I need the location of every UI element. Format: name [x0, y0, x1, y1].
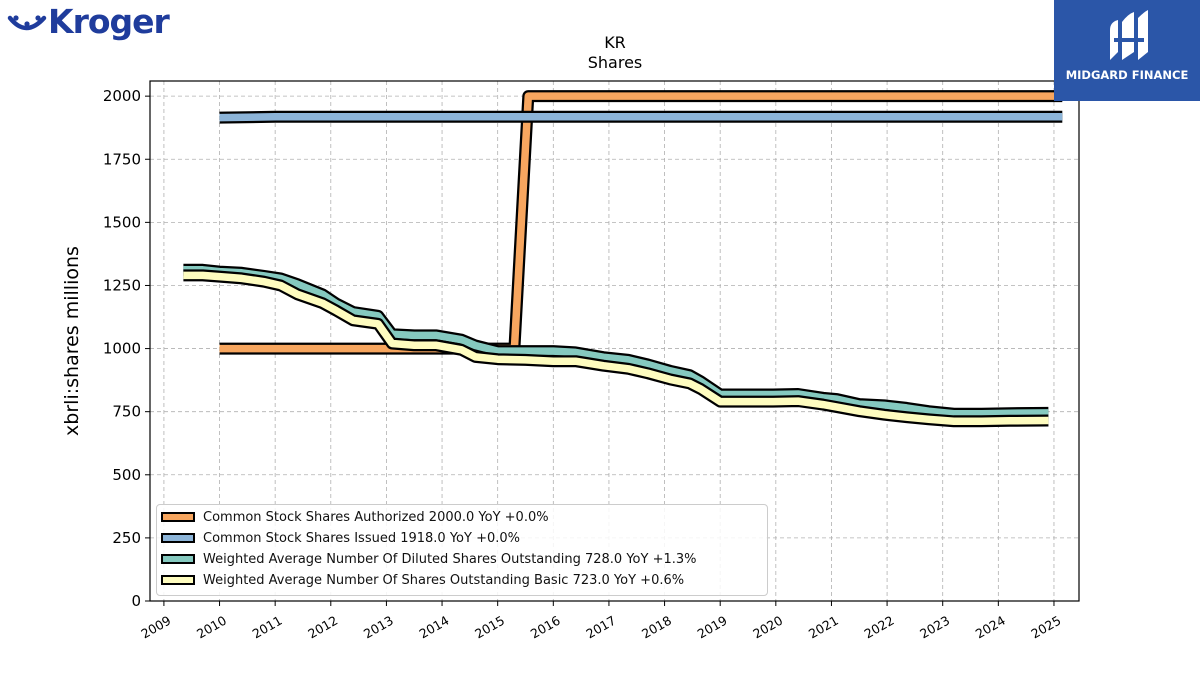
x-tick-label: 2018 — [639, 613, 674, 642]
x-tick-label: 2011 — [250, 613, 285, 642]
legend-swatch-issued — [161, 533, 195, 543]
legend-item-issued: Common Stock Shares Issued 1918.0 YoY +0… — [161, 529, 520, 547]
series-basic — [183, 269, 1049, 428]
x-tick-label: 2021 — [806, 613, 841, 642]
x-tick-label: 2016 — [528, 613, 563, 642]
x-tick-label: 2017 — [583, 613, 618, 642]
legend: Common Stock Shares Authorized 2000.0 Yo… — [156, 504, 768, 596]
legend-swatch-basic — [161, 575, 195, 585]
x-tick-label: 2010 — [194, 613, 229, 642]
grid — [150, 81, 1079, 602]
legend-swatch-diluted — [161, 554, 195, 564]
x-tick-label: 2022 — [862, 613, 897, 642]
series-layer — [183, 90, 1063, 428]
x-tick-label: 2013 — [361, 613, 396, 642]
legend-swatch-authorized — [161, 512, 195, 522]
x-tick-label: 2012 — [305, 613, 340, 642]
x-tick-label: 2009 — [138, 613, 173, 642]
x-tick-label: 2025 — [1028, 613, 1063, 642]
x-tick-label: 2023 — [917, 613, 952, 642]
midgard-finance-logo-icon — [1110, 10, 1148, 60]
series-issued-line — [219, 113, 1063, 122]
legend-item-authorized: Common Stock Shares Authorized 2000.0 Yo… — [161, 508, 549, 526]
kroger-wordmark: Kroger — [48, 2, 170, 41]
y-tick-label: 250 — [112, 529, 141, 547]
y-axis-label: xbrli:shares millions — [61, 246, 83, 436]
y-tick-label: 1500 — [103, 213, 141, 231]
midgard-finance-text: MIDGARD FINANCE — [1065, 68, 1189, 82]
legend-label-issued: Common Stock Shares Issued 1918.0 YoY +0… — [203, 530, 520, 546]
x-tick-label: 2024 — [973, 613, 1008, 642]
chart-subtitle: Shares — [588, 53, 643, 72]
y-tick-label: 750 — [112, 403, 141, 421]
y-tick-label: 500 — [112, 466, 141, 484]
legend-label-basic: Weighted Average Number Of Shares Outsta… — [203, 572, 685, 588]
legend-item-basic: Weighted Average Number Of Shares Outsta… — [161, 571, 684, 589]
y-tick-label: 2000 — [103, 87, 141, 105]
y-tick-label: 0 — [131, 592, 141, 610]
x-tick-label: 2015 — [472, 613, 507, 642]
plot-frame — [149, 80, 1080, 602]
series-basic-line — [183, 271, 1049, 426]
kroger-smile-icon — [7, 15, 47, 31]
series-issued — [219, 110, 1063, 124]
y-tick-label: 1250 — [103, 276, 141, 294]
x-tick-label: 2019 — [695, 613, 730, 642]
chart-title: KR — [604, 33, 626, 52]
x-tick-label: 2014 — [417, 613, 452, 642]
legend-label-diluted: Weighted Average Number Of Diluted Share… — [203, 551, 697, 567]
series-diluted-line — [183, 266, 1049, 418]
series-diluted — [183, 263, 1049, 420]
legend-item-diluted: Weighted Average Number Of Diluted Share… — [161, 550, 697, 568]
y-tick-label: 1000 — [103, 340, 141, 358]
x-tick-label: 2020 — [750, 613, 785, 642]
legend-label-authorized: Common Stock Shares Authorized 2000.0 Yo… — [203, 509, 549, 525]
midgard-finance-watermark: MIDGARD FINANCE — [1054, 0, 1200, 101]
y-tick-label: 1750 — [103, 150, 141, 168]
